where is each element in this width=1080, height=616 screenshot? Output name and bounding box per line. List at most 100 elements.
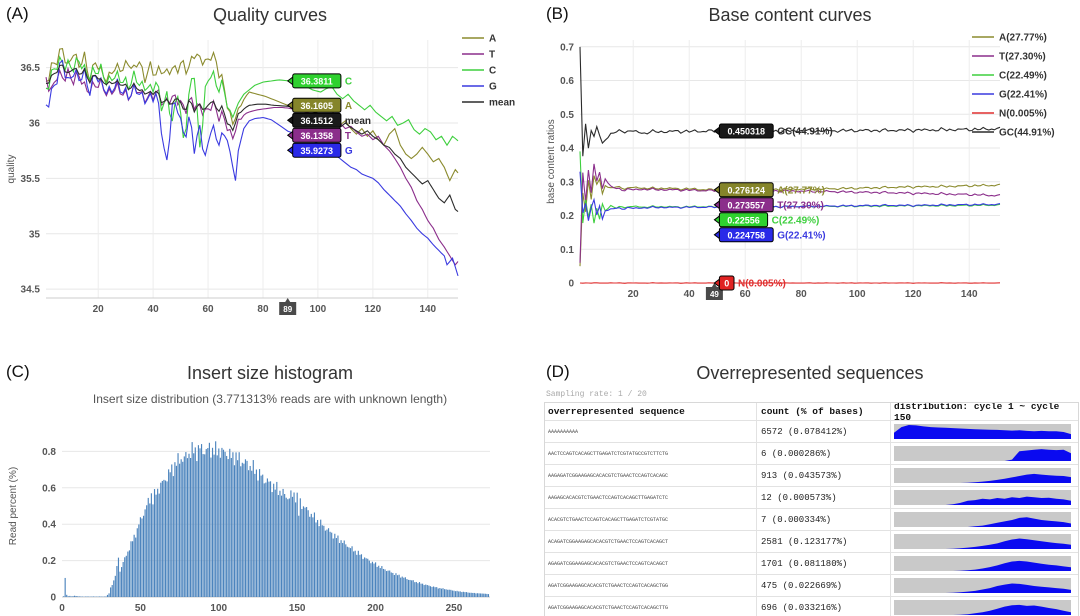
histogram-bar xyxy=(232,452,234,597)
distribution-cell xyxy=(891,531,1076,552)
histogram-bar xyxy=(395,573,397,597)
histogram-bar xyxy=(296,492,298,597)
histogram-bar xyxy=(451,590,453,597)
histogram-bar xyxy=(260,475,262,597)
count-cell: 7 (0.000334%) xyxy=(757,509,891,530)
histogram-bar xyxy=(356,554,358,597)
histogram-bar xyxy=(237,460,239,597)
histogram-bar xyxy=(302,506,305,597)
histogram-bar xyxy=(445,589,447,597)
histogram-bar xyxy=(166,481,168,597)
histogram-bar xyxy=(172,476,174,597)
distribution-cell xyxy=(891,597,1076,616)
histogram-bar xyxy=(240,466,242,597)
histogram-bar xyxy=(219,457,221,597)
series-line-C xyxy=(45,55,459,148)
tooltip-series-label: GC(44.91%) xyxy=(777,127,833,138)
x-tick-label: 20 xyxy=(628,289,640,300)
x-tick-label: 100 xyxy=(310,304,327,315)
histogram-bar xyxy=(284,494,286,597)
histogram-bar xyxy=(396,575,399,597)
histogram-bar xyxy=(255,469,258,597)
histogram-bar xyxy=(66,594,68,597)
tooltip-value: 0.276124 xyxy=(728,185,766,195)
histogram-bar xyxy=(269,481,272,597)
histogram-bar xyxy=(194,447,196,597)
hover-tooltip-T2730: 0.273557 T(27.30%) xyxy=(713,197,824,213)
histogram-bar xyxy=(200,444,203,597)
histogram-bar xyxy=(384,569,386,597)
histogram-bar xyxy=(360,554,363,597)
tooltip-value: 36.1358 xyxy=(301,131,334,141)
count-text: 696 (0.033216%) xyxy=(761,602,843,613)
insert-size-histogram-chart[interactable]: 0 0.2 0.4 0.6 0.8 0 50 100 150 200 250 Read percent… xyxy=(0,358,540,616)
histogram-bar xyxy=(113,580,115,597)
histogram-bar xyxy=(469,592,471,597)
distribution-sparkline xyxy=(894,490,1071,505)
histogram-bar xyxy=(149,503,151,597)
count-text: 6 (0.000286%) xyxy=(761,448,832,459)
distribution-sparkline xyxy=(894,468,1071,483)
histogram-bar xyxy=(285,497,287,597)
histogram-bar xyxy=(153,489,156,597)
count-cell: 696 (0.033216%) xyxy=(757,597,891,616)
series-line-G xyxy=(45,59,459,277)
histogram-bar xyxy=(152,504,154,597)
histogram-bar xyxy=(202,454,204,597)
count-text: 913 (0.043573%) xyxy=(761,470,843,481)
tooltip-value-box xyxy=(292,142,342,158)
tooltip-value-box xyxy=(718,123,774,139)
histogram-bar xyxy=(210,457,212,597)
distribution-sparkline xyxy=(894,534,1071,549)
histogram-bar xyxy=(465,592,468,597)
histogram-bar xyxy=(368,560,370,597)
histogram-bar xyxy=(461,592,463,597)
histogram-bar xyxy=(163,479,165,597)
histogram-bar xyxy=(243,463,245,597)
histogram-bar xyxy=(205,449,207,597)
histogram-bar xyxy=(329,531,331,597)
hover-tooltip-C: 36.3811 C xyxy=(286,73,352,89)
histogram-bar xyxy=(182,461,184,597)
count-text: 1701 (0.081180%) xyxy=(761,558,848,569)
hover-tooltip-G2241: 0.224758 G(22.41%) xyxy=(713,227,826,243)
base-content-curves-chart[interactable]: 0 0.1 0.2 0.3 0.4 0.5 0.6 0.7 20 40 60 80 100 120 140 b… xyxy=(540,0,1080,350)
histogram-bar xyxy=(345,544,347,597)
histogram-bar xyxy=(290,490,292,597)
x-tick-label: 200 xyxy=(367,603,384,614)
histogram-bar xyxy=(179,463,181,597)
tooltip-series-label: T(27.30%) xyxy=(777,200,824,211)
hover-tooltip-G: 35.9273 G xyxy=(286,142,353,158)
histogram-bar xyxy=(431,586,433,597)
histogram-bar xyxy=(307,510,309,597)
x-position-marker-label: 89 xyxy=(283,305,292,314)
histogram-bar xyxy=(221,447,223,597)
histogram-bar xyxy=(169,472,171,597)
histogram-bar xyxy=(262,474,264,597)
histogram-bar xyxy=(266,478,268,597)
histogram-bar xyxy=(367,558,369,597)
sequence-cell: AGATCGGAAGAGCACACGTCTGAACTCCAGTCACAGCTGG xyxy=(545,575,757,596)
tooltip-value: 36.3811 xyxy=(301,76,333,86)
quality-curves-chart[interactable]: 34.5 35 35.5 36 36.5 20 40 60 80 100 120 140 quality… xyxy=(0,0,540,350)
hover-tooltip-C2249: 0.22556 C(22.49%) xyxy=(713,212,819,228)
histogram-bar xyxy=(174,462,176,597)
histogram-bar xyxy=(331,532,333,597)
y-tick-label: 0.6 xyxy=(560,76,574,87)
sequence-text: AGATCGGAAGAGCACACGTCTGAACTCCAGTCACAGCTTG xyxy=(548,604,669,611)
histogram-bar xyxy=(211,447,214,597)
histogram-bar xyxy=(128,550,131,597)
histogram-bar xyxy=(348,547,350,597)
panel-title-quality-curves: Quality curves xyxy=(212,5,328,25)
tooltip-value-box xyxy=(292,112,342,128)
x-tick-label: 20 xyxy=(93,304,105,315)
histogram-bar xyxy=(164,480,167,597)
histogram-bar xyxy=(426,585,428,597)
histogram-bar xyxy=(472,592,474,597)
overrepresented-table: overrepresented sequence count (% of bas… xyxy=(544,402,1079,616)
histogram-bar xyxy=(150,493,152,597)
sequence-cell: AAGAGATCGGAAGAGCACACGTCTGAACTCCAGTCACAGC xyxy=(545,465,757,486)
histogram-bar xyxy=(401,576,403,597)
count-cell: 12 (0.000573%) xyxy=(757,487,891,508)
sequence-text: AGAGATCGGAAGAGCACACGTCTGAACTCCAGTCACAGCT xyxy=(548,560,669,567)
